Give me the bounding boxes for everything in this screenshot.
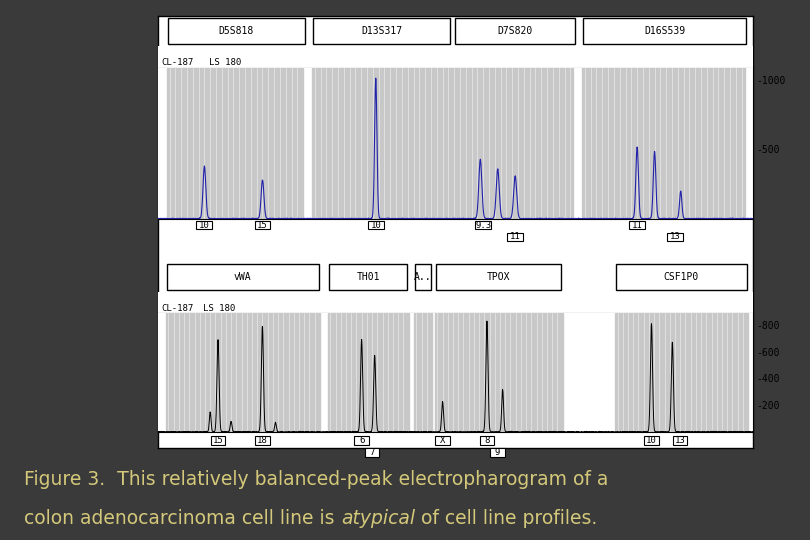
Text: D16S539: D16S539 (644, 26, 685, 36)
Bar (583, 18, 746, 44)
Text: 13: 13 (675, 436, 685, 444)
Bar (582, 68, 744, 219)
Bar (644, 436, 659, 444)
Text: D13S317: D13S317 (361, 26, 402, 36)
Text: CL-187: CL-187 (161, 304, 193, 313)
Text: atypical: atypical (341, 509, 415, 528)
Bar (328, 313, 408, 432)
Bar (615, 313, 748, 432)
Text: TH01: TH01 (356, 272, 380, 282)
Text: 13: 13 (670, 232, 680, 241)
Text: 9.3: 9.3 (475, 221, 492, 230)
Bar (166, 313, 320, 432)
Bar (255, 436, 270, 444)
Bar (667, 233, 683, 241)
Text: 10: 10 (646, 436, 657, 444)
Text: TPOX: TPOX (487, 272, 510, 282)
Bar (436, 264, 561, 290)
Bar (415, 264, 431, 290)
Bar (368, 221, 384, 229)
Bar (673, 436, 688, 444)
Bar (455, 18, 575, 44)
Bar (355, 436, 369, 444)
Text: -1000: -1000 (757, 76, 786, 86)
Text: 18: 18 (257, 436, 268, 444)
Text: 15: 15 (257, 221, 268, 230)
Bar (254, 221, 271, 229)
Bar (167, 264, 318, 290)
Text: -500: -500 (757, 145, 780, 155)
Bar (211, 436, 225, 444)
Bar (475, 221, 491, 229)
Bar (167, 68, 303, 219)
Text: colon adenocarcinoma cell line is: colon adenocarcinoma cell line is (24, 509, 341, 528)
Text: -400: -400 (756, 374, 779, 384)
Text: -800: -800 (756, 321, 779, 332)
Text: CL-187: CL-187 (161, 58, 193, 67)
Text: of cell line profiles.: of cell line profiles. (415, 509, 597, 528)
Text: 7: 7 (369, 448, 375, 457)
Bar (435, 313, 563, 432)
Text: 11: 11 (509, 232, 521, 241)
Text: 10: 10 (370, 221, 382, 230)
Text: X: X (440, 436, 446, 444)
Bar (364, 448, 379, 457)
Bar (168, 18, 305, 44)
Text: D5S818: D5S818 (219, 26, 254, 36)
Text: 8: 8 (484, 436, 490, 444)
Bar (313, 18, 450, 44)
Text: 11: 11 (632, 221, 642, 230)
Text: vWA: vWA (234, 272, 252, 282)
Bar (490, 448, 505, 457)
Text: LS 180: LS 180 (202, 304, 235, 313)
Text: D7S820: D7S820 (497, 26, 533, 36)
Text: -600: -600 (756, 348, 779, 358)
Text: -200: -200 (756, 401, 779, 410)
Bar (507, 233, 523, 241)
Bar (616, 264, 747, 290)
Text: 6: 6 (359, 436, 364, 444)
Text: LS 180: LS 180 (208, 58, 241, 67)
Bar (329, 264, 407, 290)
Bar (312, 68, 573, 219)
Text: 15: 15 (213, 436, 224, 444)
Bar (629, 221, 645, 229)
Bar (414, 313, 432, 432)
Bar (197, 221, 212, 229)
Text: 9: 9 (495, 448, 500, 457)
Text: Figure 3.  This relatively balanced-peak electropharogram of a: Figure 3. This relatively balanced-peak … (24, 470, 608, 489)
Bar (480, 436, 494, 444)
Text: A..: A.. (414, 272, 432, 282)
Text: CSF1P0: CSF1P0 (664, 272, 699, 282)
Bar (436, 436, 450, 444)
Text: 10: 10 (199, 221, 210, 230)
